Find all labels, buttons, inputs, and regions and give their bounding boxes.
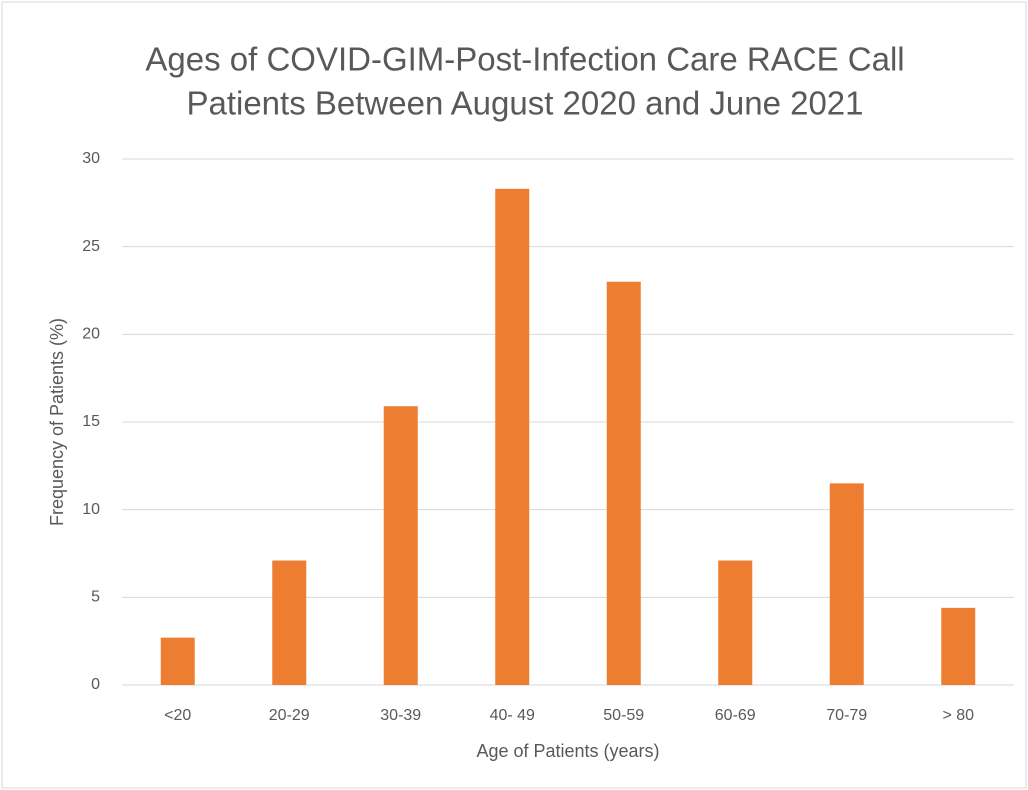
y-tick-label: 25 [82,238,100,255]
y-axis-label: Frequency of Patients (%) [47,318,67,526]
x-tick-label: 50-59 [603,707,644,724]
x-axis-label: Age of Patients (years) [476,741,659,761]
bar [383,406,418,685]
y-tick-label: 0 [91,676,100,693]
y-tick-label: 15 [82,413,100,430]
bar [718,560,753,685]
y-tick-label: 5 [91,589,100,606]
y-tick-label: 30 [82,150,100,167]
x-tick-label: > 80 [942,707,974,724]
y-tick-label: 20 [82,326,100,343]
x-tick-label: <20 [164,707,191,724]
x-tick-label: 30-39 [380,707,421,724]
y-tick-label: 10 [82,501,100,518]
bar [160,637,195,685]
chart-title: Ages of COVID-GIM-Post-Infection Care RA… [145,41,904,78]
bar [606,281,641,685]
chart-title: Patients Between August 2020 and June 20… [186,85,863,122]
x-tick-label: 40- 49 [490,707,535,724]
bar [829,483,864,685]
bar [495,188,530,685]
bar [941,607,976,685]
x-tick-label: 20-29 [269,707,310,724]
x-tick-label: 60-69 [715,707,756,724]
bar [272,560,307,685]
x-tick-label: 70-79 [826,707,867,724]
